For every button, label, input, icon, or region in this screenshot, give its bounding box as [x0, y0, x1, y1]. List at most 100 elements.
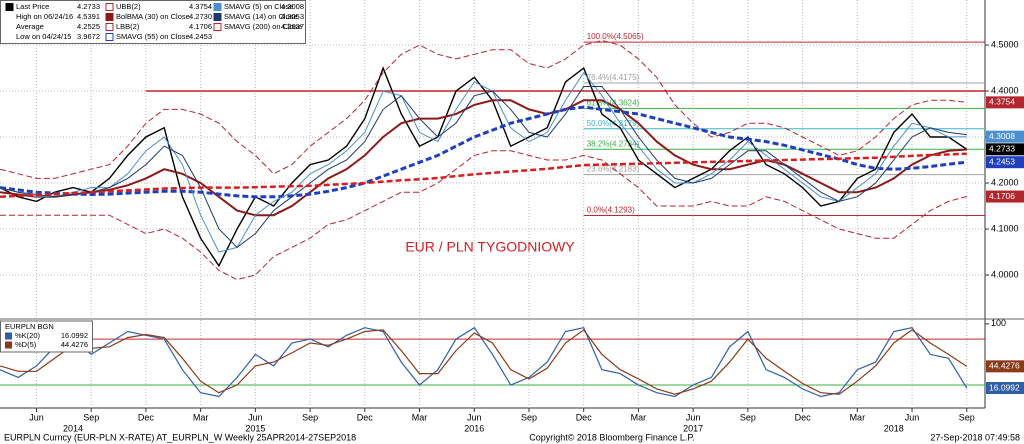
legend-swatch [213, 3, 222, 11]
value-box-label: 4.3008 [989, 131, 1015, 141]
x-tick-label: Sep [83, 412, 99, 422]
legend-label: LBB(2) [116, 22, 140, 31]
panel-title: EURPLN BGN [5, 322, 54, 331]
series-line [0, 326, 968, 398]
legend-label: Last Price [16, 2, 49, 11]
x-tick-label: Dec [576, 412, 593, 422]
fib-label: 23.6%(4.2183) [587, 165, 640, 174]
series-line [0, 152, 967, 199]
x-tick-label: Jun [686, 412, 701, 422]
legend-swatch [105, 13, 114, 21]
x-tick-label: Jun [248, 412, 263, 422]
footer-right: 27-Sep-2018 07:49:58 [930, 432, 1020, 442]
value-box-label: 44.4276 [989, 361, 1020, 371]
value-box-label: 16.0992 [989, 382, 1020, 392]
value-box [986, 130, 1024, 143]
legend-value: 4.1706 [189, 22, 212, 31]
legend-value: 4.2637 [281, 22, 304, 31]
legend-value: 4.2733 [77, 2, 100, 11]
value-box [986, 156, 1024, 169]
fib-label: 100.0%(4.5065) [587, 32, 644, 41]
x-tick-label: Sep [959, 412, 975, 422]
legend-value: 4.2453 [189, 32, 212, 41]
legend-label: BolBMA (30) on Close [116, 12, 190, 21]
year-label: 2014 [63, 423, 83, 433]
y-tick-label: 4.4000 [991, 85, 1019, 95]
legend-value: 4.3008 [281, 2, 304, 11]
value-box [986, 360, 1024, 373]
legend-swatch [213, 23, 222, 31]
value-box [986, 96, 1024, 109]
footer-left: EURPLN Curncy (EUR-PLN X-RATE) AT_EURPLN… [4, 432, 356, 442]
series-line [0, 150, 967, 281]
legend-label: SMAVG (55) on Close [116, 32, 190, 41]
value-box-label: 4.2733 [989, 144, 1015, 154]
legend-value: 4.3754 [189, 2, 212, 11]
stat-label: High on 06/24/16 [16, 12, 73, 21]
fib-label: 0.0%(4.1293) [587, 206, 635, 215]
x-tick-label: Sep [521, 412, 537, 422]
stat-value: 4.2525 [77, 22, 100, 31]
y-tick-label: 4.0000 [991, 269, 1019, 279]
legend-value: 16.0992 [61, 331, 88, 340]
x-tick-label: Sep [302, 412, 318, 422]
legend-swatch [5, 332, 12, 340]
legend-swatch [5, 3, 14, 11]
year-label: 2018 [884, 423, 904, 433]
x-tick-label: Dec [357, 412, 374, 422]
fib-label: 38.2%(4.2734) [587, 139, 640, 148]
legend-value: 4.2730 [189, 12, 212, 21]
legend-label: SMAVG (14) on Close [224, 12, 298, 21]
series-line [0, 39, 967, 179]
value-box-label: 4.1706 [989, 191, 1015, 201]
legend-label: SMAVG (5) on Close [224, 2, 293, 11]
value-box [986, 382, 1024, 395]
x-tick-label: Jun [29, 412, 44, 422]
y-tick-label: 4.2000 [991, 177, 1019, 187]
series-line [0, 329, 968, 395]
series-line [0, 99, 967, 217]
fib-label: 61.8%(4.3624) [587, 98, 640, 107]
x-tick-label: Mar [850, 412, 866, 422]
value-box [986, 143, 1024, 156]
series-line [0, 86, 967, 249]
legend-swatch [213, 13, 222, 21]
stat-label: Average [16, 22, 44, 31]
x-tick-label: Jun [905, 412, 920, 422]
x-tick-label: Dec [795, 412, 812, 422]
x-tick-label: Dec [138, 412, 155, 422]
stat-value: 4.5391 [77, 12, 100, 21]
x-tick-label: Jun [467, 412, 482, 422]
legend-value: 4.3053 [281, 12, 304, 21]
x-tick-label: Mar [631, 412, 647, 422]
series-line [0, 71, 967, 253]
x-tick-label: Sep [740, 412, 756, 422]
legend-swatch [105, 23, 114, 31]
y-tick-label: 100 [991, 318, 1006, 328]
series-line [0, 105, 967, 199]
legend-label: %D(5) [15, 340, 37, 349]
x-tick-label: Mar [193, 412, 209, 422]
fib-label: 50.0%(4.3179) [587, 119, 640, 128]
fib-label: 76.4%(4.4175) [587, 73, 640, 82]
value-box-label: 4.3754 [989, 97, 1015, 107]
annotation: EUR / PLN TYGODNIOWY [405, 239, 575, 255]
value-box [986, 190, 1024, 203]
year-label: 2017 [683, 423, 703, 433]
series-line [0, 66, 968, 268]
legend-label: SMAVG (200) on Close [224, 22, 302, 31]
legend-label: %K(20) [15, 331, 41, 340]
y-tick-label: 4.1000 [991, 223, 1019, 233]
legend-box [0, 0, 306, 44]
y-tick-label: 4.5000 [991, 39, 1019, 49]
stat-value: 3.9672 [77, 32, 100, 41]
stat-label: Low on 04/24/15 [16, 32, 71, 41]
year-label: 2016 [464, 423, 484, 433]
legend-label: UBB(2) [116, 2, 141, 11]
legend-swatch [105, 33, 114, 41]
legend-swatch [5, 341, 12, 349]
legend-swatch [105, 3, 114, 11]
